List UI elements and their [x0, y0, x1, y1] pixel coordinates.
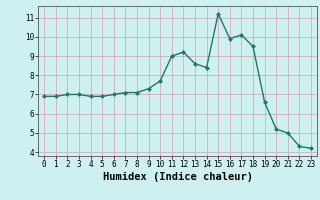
X-axis label: Humidex (Indice chaleur): Humidex (Indice chaleur) — [103, 172, 252, 182]
